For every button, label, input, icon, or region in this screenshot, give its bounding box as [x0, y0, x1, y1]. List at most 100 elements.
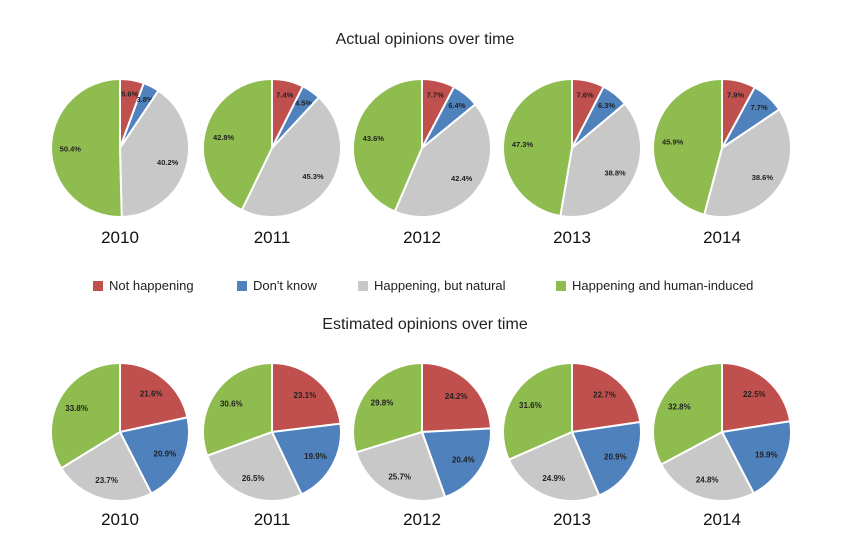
label-estimated-2013-human: 31.6%: [519, 401, 542, 410]
legend-swatch-dont-know: [237, 280, 247, 291]
label-actual-2012-natural: 42.4%: [451, 174, 473, 183]
slice-actual-2011-human: [202, 77, 273, 212]
label-estimated-2014-dont-know: 19.9%: [755, 450, 778, 459]
slice-estimated-2014-natural: [659, 430, 756, 502]
label-actual-2010-human: 50.4%: [60, 145, 82, 154]
legend-item-dont-know: Don't know: [237, 278, 317, 293]
label-actual-2012-not-happening: 7.7%: [427, 90, 444, 99]
label-estimated-2012-human: 29.8%: [371, 399, 394, 408]
label-estimated-2011-not-happening: 23.1%: [294, 391, 317, 400]
legend-swatch-human: [556, 280, 566, 291]
label-actual-2014-human: 45.9%: [662, 138, 684, 147]
label-actual-2010-not-happening: 5.6%: [121, 90, 138, 99]
slice-estimated-2013-human: [502, 361, 573, 461]
label-estimated-2014-natural: 24.8%: [696, 475, 719, 484]
legend: Not happening Don't know Happening, but …: [0, 278, 850, 298]
pie-actual-2013: 7.6% 6.3% 38.8% 47.3%: [502, 77, 642, 218]
legend-label-human: Happening and human-induced: [572, 278, 754, 293]
legend-item-not-happening: Not happening: [93, 278, 194, 293]
slice-estimated-2014-dont-know: [720, 420, 792, 495]
slice-estimated-2010-not-happening: [119, 361, 189, 434]
slice-estimated-2013-natural: [507, 430, 601, 502]
label-actual-2013-human: 47.3%: [512, 140, 534, 149]
label-estimated-2011-dont-know: 19.9%: [304, 452, 327, 461]
label-estimated-2010-dont-know: 20.9%: [154, 449, 177, 458]
pie-estimated-2010: 21.6% 20.9% 23.7% 33.8%: [50, 361, 190, 502]
slice-estimated-2010-human: [50, 361, 121, 470]
year-label-estimated-2012: 2012: [403, 510, 441, 529]
label-estimated-2012-dont-know: 20.4%: [452, 456, 475, 465]
legend-label-natural: Happening, but natural: [374, 278, 506, 293]
legend-item-human: Happening and human-induced: [556, 278, 753, 293]
legend-label-not-happening: Not happening: [109, 278, 194, 293]
slice-estimated-2014-human: [651, 361, 723, 466]
legend-item-natural: Happening, but natural: [358, 278, 506, 293]
label-estimated-2012-natural: 25.7%: [388, 472, 411, 481]
label-actual-2013-not-happening: 7.6%: [577, 90, 594, 99]
label-estimated-2013-natural: 24.9%: [542, 474, 565, 483]
year-label-estimated-2011: 2011: [253, 510, 291, 529]
label-actual-2011-dont-know: 4.5%: [295, 99, 312, 108]
label-actual-2012-human: 43.6%: [363, 134, 385, 143]
slice-estimated-2013-dont-know: [570, 420, 642, 497]
label-estimated-2012-not-happening: 24.2%: [445, 392, 468, 401]
label-estimated-2010-human: 33.8%: [65, 404, 88, 413]
label-actual-2014-not-happening: 7.9%: [727, 91, 744, 100]
pie-actual-2011: 7.4%4.5% 45.3% 42.8%: [202, 77, 342, 218]
slice-estimated-2014-not-happening: [721, 361, 792, 434]
slice-estimated-2012-human: [352, 361, 423, 454]
label-actual-2010-natural: 40.2%: [157, 158, 179, 167]
year-label-actual-2013: 2013: [553, 228, 591, 247]
year-label-actual-2014: 2014: [703, 228, 741, 247]
slice-estimated-2010-natural: [59, 430, 153, 502]
slice-actual-2010-human: [50, 77, 123, 218]
year-label-actual-2011: 2011: [253, 228, 291, 247]
year-label-estimated-2013: 2013: [553, 510, 591, 529]
label-actual-2011-natural: 45.3%: [302, 172, 324, 181]
label-estimated-2013-not-happening: 22.7%: [593, 390, 616, 399]
label-actual-2014-dont-know: 7.7%: [751, 103, 768, 112]
label-estimated-2011-natural: 26.5%: [242, 474, 265, 483]
year-label-actual-2012: 2012: [403, 228, 441, 247]
slice-estimated-2011-not-happening: [271, 361, 342, 434]
slice-actual-2012-natural: [393, 102, 492, 218]
slice-estimated-2011-human: [202, 361, 273, 457]
pie-estimated-2011: 23.1% 19.9% 26.5% 30.6%: [202, 361, 342, 502]
pie-estimated-2013: 22.7% 20.9% 24.9% 31.6%: [502, 361, 642, 502]
pie-actual-2014: 7.9% 7.7% 38.6% 45.9%: [652, 77, 792, 218]
slice-estimated-2013-not-happening: [571, 361, 642, 434]
label-estimated-2010-not-happening: 21.6%: [140, 389, 163, 398]
legend-swatch-natural: [358, 280, 368, 291]
slice-actual-2011-natural: [240, 95, 342, 218]
pie-actual-2010: 5.6%3.8% 40.2% 50.4%: [50, 77, 190, 219]
slice-actual-2013-natural: [559, 102, 642, 218]
year-label-estimated-2010: 2010: [101, 510, 139, 529]
label-actual-2011-human: 42.8%: [213, 133, 235, 142]
label-estimated-2011-human: 30.6%: [220, 400, 243, 409]
label-actual-2014-natural: 38.6%: [752, 173, 774, 182]
slice-actual-2014-natural: [703, 108, 792, 218]
slice-actual-2010-natural: [118, 89, 190, 219]
label-actual-2013-dont-know: 6.3%: [598, 101, 615, 110]
pie-estimated-2012: 24.2% 20.4% 25.7% 29.8%: [352, 361, 492, 502]
slice-actual-2013-human: [502, 77, 573, 218]
estimated-opinions-title: Estimated opinions over time: [322, 316, 528, 333]
legend-swatch-not-happening: [93, 280, 103, 291]
label-actual-2011-not-happening: 7.4%: [276, 90, 293, 99]
slice-actual-2012-human: [352, 77, 423, 213]
slice-estimated-2012-natural: [354, 430, 447, 502]
label-estimated-2014-human: 32.8%: [668, 402, 691, 411]
label-actual-2012-dont-know: 6.4%: [448, 101, 465, 110]
label-actual-2013-natural: 38.8%: [604, 169, 626, 178]
slice-estimated-2012-not-happening: [421, 361, 492, 434]
year-label-estimated-2014: 2014: [703, 510, 741, 529]
legend-label-dont-know: Don't know: [253, 278, 317, 293]
label-actual-2010-dont-know: 3.8%: [137, 95, 154, 104]
pie-estimated-2014: 22.5% 19.9% 24.8% 32.8%: [651, 361, 792, 502]
label-estimated-2010-natural: 23.7%: [95, 476, 118, 485]
pie-actual-2012: 7.7% 6.4% 42.4% 43.6%: [352, 77, 492, 218]
actual-opinions-title: Actual opinions over time: [335, 31, 515, 48]
slice-actual-2014-human: [652, 77, 723, 216]
